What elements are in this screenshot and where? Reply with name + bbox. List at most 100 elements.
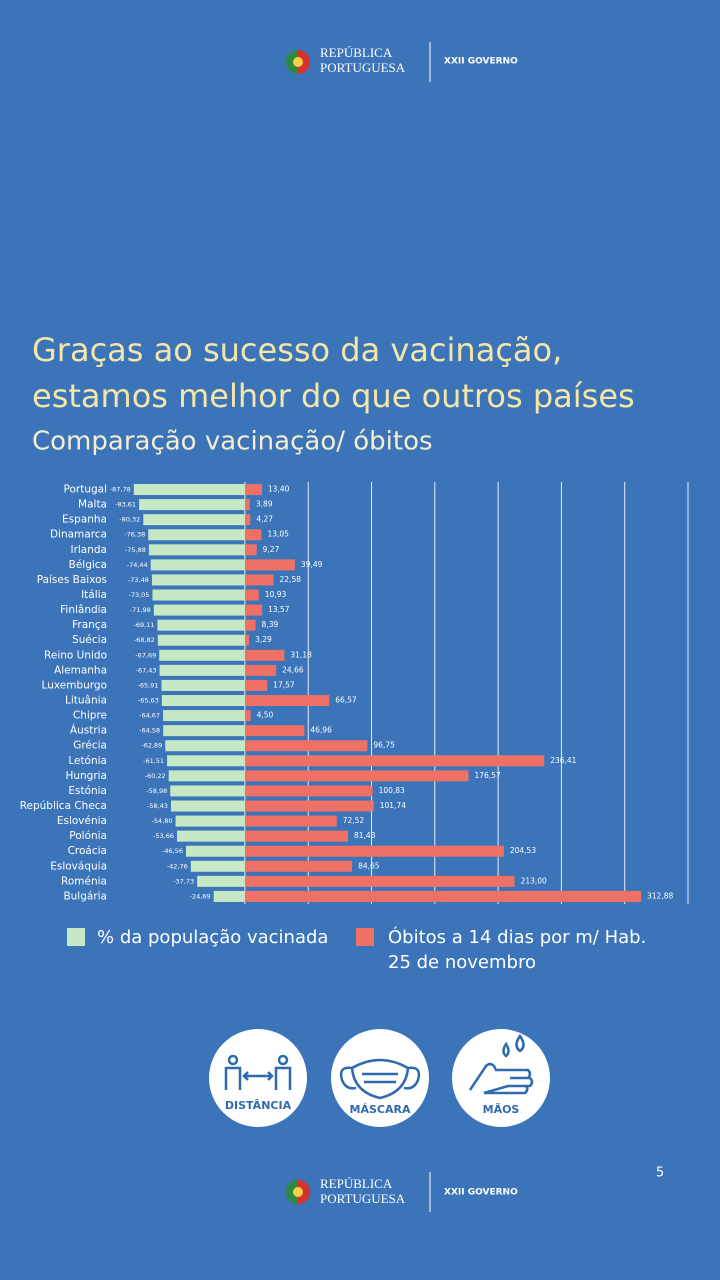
category-label: Irlanda [70, 544, 107, 556]
category-label: Finlândia [60, 604, 107, 616]
bar [244, 830, 349, 842]
chart-title: Comparação vacinação/ óbitos [32, 427, 433, 457]
bar [159, 664, 245, 676]
category-label: Malta [78, 499, 107, 511]
bar [244, 679, 268, 691]
legend-note: 25 de novembro [388, 952, 536, 973]
bar [244, 875, 515, 887]
category-label: Suécia [72, 634, 107, 646]
bar [244, 710, 251, 722]
value-label: 13,40 [268, 485, 290, 494]
category-label: Roménia [61, 875, 107, 887]
value-label: -46,56 [162, 847, 183, 855]
bar [165, 740, 245, 752]
bar [244, 664, 277, 676]
bar [153, 604, 245, 616]
category-label: República Checa [20, 800, 107, 812]
value-label: -71,98 [130, 606, 151, 614]
value-label: 4,27 [256, 515, 273, 524]
bar [244, 755, 545, 767]
category-label: Croácia [68, 845, 107, 857]
icon-hands: MÃOS [452, 1029, 550, 1127]
emblem [293, 1187, 303, 1197]
value-label: 100,83 [379, 786, 405, 795]
bar [244, 695, 330, 707]
bar [143, 514, 245, 526]
icon-label: MÃOS [483, 1103, 520, 1116]
bar [244, 785, 373, 797]
government: XXII GOVERNO [444, 1188, 518, 1198]
value-label: -53,66 [153, 832, 174, 840]
category-label: Luxemburgo [42, 679, 107, 691]
value-label: -54,80 [152, 817, 173, 825]
value-label: -65,63 [138, 697, 159, 705]
category-label: Itália [81, 589, 107, 601]
bar [151, 574, 245, 586]
icon-distance: DISTÂNCIA [209, 1029, 307, 1127]
category-label: Eslovénia [57, 815, 107, 827]
bar [163, 710, 245, 722]
category-label: Grécia [73, 740, 107, 752]
category-label: Letónia [68, 755, 107, 767]
category-label: Estónia [68, 785, 107, 797]
value-label: -87,78 [110, 486, 131, 494]
bar [244, 860, 353, 872]
value-label: 101,74 [380, 801, 406, 810]
logo-text: REPÚBLICA [320, 45, 393, 60]
header-logo: REPÚBLICA PORTUGUESA XXII GOVERNO [286, 42, 518, 82]
icon-circle [452, 1029, 550, 1127]
bar [175, 815, 245, 827]
bar [148, 544, 245, 556]
value-label: -65,91 [138, 681, 159, 689]
bar [213, 890, 245, 902]
value-label: 17,57 [273, 680, 295, 689]
icon-circle [209, 1029, 307, 1127]
category-label: Bulgária [63, 890, 107, 902]
bar [244, 529, 262, 541]
category-label: Reino Unido [44, 649, 107, 661]
icon-circle [331, 1029, 429, 1127]
bar [148, 529, 245, 541]
value-label: 96,75 [373, 741, 395, 750]
category-label: Eslováquia [50, 860, 107, 872]
government: XXII GOVERNO [444, 57, 518, 67]
bar [133, 484, 245, 496]
value-label: 39,49 [301, 560, 323, 569]
bar [152, 589, 245, 601]
bar [190, 860, 245, 872]
bar [244, 544, 257, 556]
value-label: -73,05 [128, 591, 149, 599]
value-label: -64,67 [139, 712, 160, 720]
bar [185, 845, 245, 857]
category-label: Países Baixos [37, 574, 107, 586]
logo-text: PORTUGUESA [320, 1191, 406, 1206]
value-label: 22,58 [280, 575, 302, 584]
value-label: -83,61 [115, 501, 136, 509]
value-label: -37,73 [173, 877, 194, 885]
value-label: -58,43 [147, 802, 168, 810]
category-label: Alemanha [54, 664, 107, 676]
bar [244, 484, 262, 496]
icon-glyph [339, 1058, 421, 1100]
bar [244, 845, 504, 857]
value-label: 24,66 [282, 665, 304, 674]
bar [244, 604, 263, 616]
bar [244, 499, 250, 511]
value-label: 72,52 [343, 816, 365, 825]
bar [244, 559, 295, 571]
category-label: Espanha [62, 514, 107, 526]
bar [244, 619, 256, 631]
footer-logo: REPÚBLICA PORTUGUESA XXII GOVERNO [286, 1172, 518, 1212]
category-label: Áustria [70, 724, 107, 737]
value-label: -68,82 [134, 636, 155, 644]
legend-label: % da população vacinada [97, 927, 328, 948]
value-label: -62,89 [141, 742, 162, 750]
bar [170, 800, 245, 812]
bar [244, 649, 285, 661]
value-label: -75,88 [125, 546, 146, 554]
logo-text: REPÚBLICA [320, 1176, 393, 1191]
value-label: -58,98 [146, 787, 167, 795]
value-label: -74,44 [127, 561, 148, 569]
